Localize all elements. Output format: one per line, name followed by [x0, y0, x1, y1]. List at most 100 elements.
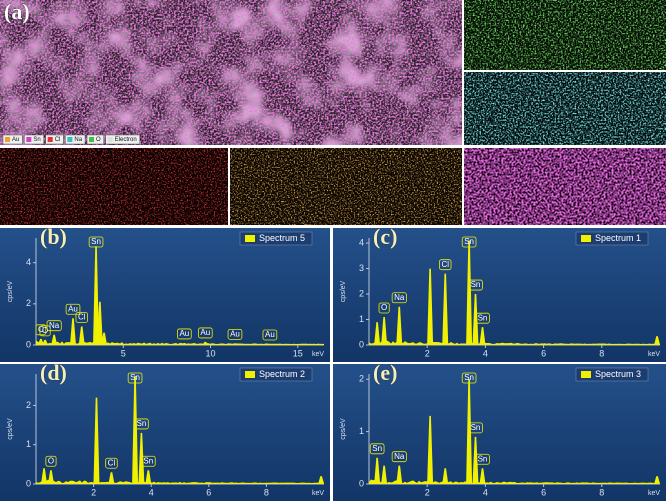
map-legend-box	[45, 134, 64, 145]
cyan-map-texture	[464, 72, 666, 145]
y-tick-label: 1	[359, 314, 364, 324]
peak-label: Cl	[78, 313, 86, 322]
peak-label-box	[134, 418, 149, 430]
spectrum-peak	[381, 316, 388, 345]
peak-label: Au	[230, 329, 240, 338]
x-tick-label: 6	[541, 487, 546, 497]
y-axis-label: cps/eV	[340, 418, 347, 440]
x-axis-label: keV	[312, 351, 324, 358]
y-tick-label: 0	[26, 339, 31, 349]
element-maps: (a) Au Sn Cl Na O Electron	[0, 0, 666, 225]
spectrum-peak	[108, 472, 115, 484]
legend-label: Spectrum 3	[595, 369, 641, 379]
panel-label: (c)	[373, 224, 397, 249]
x-tick-label: 5	[121, 348, 126, 358]
y-tick-label: 1	[359, 426, 364, 436]
x-tick-label: 8	[599, 348, 604, 358]
x-tick-label: 2	[425, 487, 430, 497]
spectrum-peak	[93, 397, 100, 484]
peak-label: C	[38, 325, 44, 334]
peak-label: Sn	[478, 454, 488, 463]
spectrum-panel: 0 1 2 3 4 2 4 6 8 keV cps/eV O Na Cl Sn Sn Sn Spectrum 1 (…	[333, 224, 666, 362]
y-tick-label: 0	[359, 478, 364, 488]
orange-map-texture	[230, 148, 462, 225]
peak-label: Sn	[478, 313, 488, 322]
spectrum-peak	[42, 339, 49, 345]
peak-label-box	[461, 236, 477, 248]
legend-label: Spectrum 5	[259, 233, 305, 243]
spectrum-peak	[427, 268, 434, 345]
peak-label: Sn	[471, 423, 481, 432]
legend-swatch	[581, 371, 591, 378]
spectrum-peak	[318, 476, 325, 484]
legend-swatch	[245, 371, 255, 378]
spectrum-peak	[374, 457, 381, 484]
spectrum-peak	[51, 334, 58, 345]
peak-label: O	[42, 326, 48, 335]
map-legend-swatch	[67, 137, 73, 142]
map-legend-swatch	[47, 137, 53, 142]
peak-label: Sn	[91, 237, 101, 246]
peak-label-box	[88, 236, 104, 248]
spectrum-peak	[479, 468, 486, 484]
peak-label-box	[177, 328, 192, 340]
magenta-map-texture	[464, 148, 666, 225]
peak-label: Sn	[130, 373, 140, 382]
peak-label: Sn	[464, 237, 474, 246]
panel-label: (b)	[40, 224, 67, 249]
red-map-texture	[0, 148, 228, 225]
spectrum-peak	[266, 343, 273, 345]
peak-label: Sn	[372, 444, 382, 453]
peak-label: Au	[200, 328, 210, 337]
peak-label-box	[46, 320, 62, 332]
peak-label: Na	[394, 452, 405, 461]
x-axis-label: keV	[312, 490, 324, 497]
peak-label-box	[227, 328, 243, 340]
peak-label-box	[127, 372, 143, 384]
peak-label-box	[262, 329, 278, 341]
panel-label: (d)	[40, 360, 67, 385]
legend-box	[239, 231, 313, 246]
peak-label-box	[475, 453, 490, 465]
map-legend-swatch	[26, 137, 32, 142]
spectrum-peak	[78, 326, 85, 345]
peak-label-box	[468, 422, 483, 434]
y-tick-label: 4	[359, 237, 364, 247]
spectrum-peak	[181, 342, 188, 345]
y-tick-label: 2	[359, 288, 364, 298]
spectrum-background	[333, 364, 666, 501]
peak-label-box	[35, 324, 47, 336]
peak-label-box	[105, 457, 118, 469]
panel-label: (e)	[373, 360, 397, 385]
x-axis-label: keV	[648, 490, 660, 497]
x-tick-label: 8	[599, 487, 604, 497]
map-legend-box	[86, 134, 104, 145]
spectrum-peak	[41, 468, 48, 484]
map-legend: Au Sn Cl Na O Electron	[2, 134, 140, 145]
spectrum-peak	[427, 415, 434, 484]
peak-label-box	[468, 279, 483, 291]
y-axis-label: cps/eV	[7, 418, 14, 440]
peak-label: Sn	[137, 419, 147, 428]
peak-label-box	[45, 455, 57, 467]
map-legend-label: Au	[12, 137, 19, 143]
spectrum-baseline	[369, 340, 660, 345]
x-tick-label: 4	[483, 348, 488, 358]
map-legend-label: Sn	[33, 137, 40, 143]
peak-label-box	[475, 312, 490, 324]
peak-label: Sn	[143, 456, 153, 465]
spectrum-baseline	[36, 479, 324, 484]
x-tick-label: 6	[541, 348, 546, 358]
spectrum-peak	[396, 306, 403, 345]
spectrum-peak	[396, 465, 403, 484]
peak-label: Cl	[441, 260, 449, 269]
map-legend-box	[105, 134, 140, 145]
peak-label-box	[65, 303, 81, 315]
y-axis-label: cps/eV	[340, 280, 347, 302]
spectrum-peak	[374, 322, 381, 345]
peak-label-box	[391, 292, 407, 304]
spectrum-peak	[47, 470, 54, 484]
map-legend-box	[2, 134, 23, 145]
